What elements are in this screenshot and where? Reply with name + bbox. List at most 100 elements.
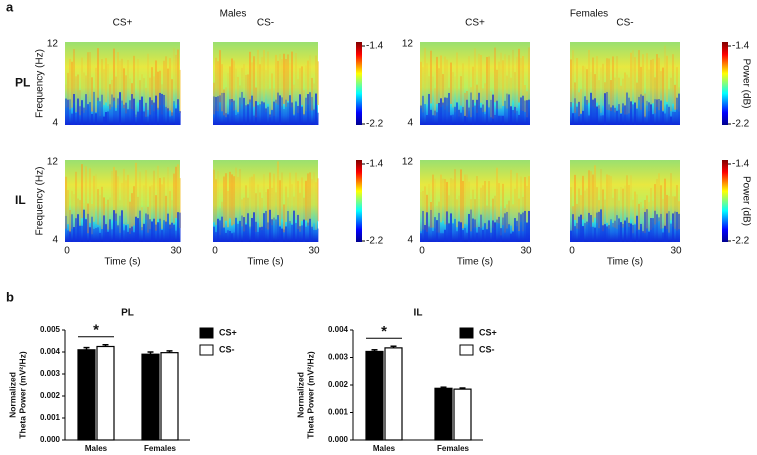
spectrogram-texture [109, 104, 111, 125]
spectrogram-texture [291, 51, 293, 108]
spectrogram-texture [474, 48, 476, 103]
spectrogram-texture [71, 190, 73, 229]
spectrogram-texture [506, 93, 508, 125]
spectrogram-texture [602, 115, 604, 125]
spectrogram-texture [584, 223, 586, 242]
spectrogram-texture [125, 180, 127, 225]
spectrogram-texture [516, 172, 518, 227]
spectrogram-texture [81, 57, 83, 111]
colorbar-tick-label: -1.4 [732, 159, 750, 170]
x-axis-label: Time (s) [607, 257, 643, 268]
spectrogram-texture [139, 210, 141, 242]
spectrogram-texture [674, 111, 676, 125]
spectrogram-texture [177, 164, 179, 220]
x-tick-label: Females [437, 444, 470, 453]
spectrogram-texture [660, 213, 662, 242]
spectrogram-texture [223, 92, 225, 125]
spectrogram-texture [97, 227, 99, 242]
group-label: Females [570, 9, 608, 20]
spectrogram-texture [424, 47, 426, 105]
spectrogram-texture [135, 216, 137, 242]
spectrogram-texture [616, 188, 618, 229]
spectrogram-texture [516, 110, 518, 125]
spectrogram-texture [584, 190, 586, 229]
y-tick-label: 0.000 [40, 435, 61, 444]
colorbar-label: Power (dB) [740, 58, 751, 108]
spectrogram-texture [263, 174, 265, 221]
spectrogram-texture [101, 94, 103, 125]
chart-title: IL [414, 308, 423, 319]
spectrogram-texture [285, 99, 287, 125]
spectrogram-texture [173, 101, 175, 125]
spectrogram-texture [420, 105, 422, 125]
spectrogram-texture [69, 231, 71, 242]
spectrogram-texture [444, 97, 446, 125]
spectrogram-texture [165, 106, 167, 125]
spectrogram-texture [620, 186, 622, 227]
legend-swatch [199, 327, 214, 339]
spectrogram-texture [438, 201, 440, 233]
spectrogram-texture [578, 216, 580, 242]
spectrogram-texture [255, 101, 257, 125]
spectrogram-texture [642, 95, 644, 125]
spectrogram-texture [490, 91, 492, 118]
spectrogram-texture [225, 113, 227, 125]
spectrogram-texture [430, 50, 432, 104]
spectrogram-texture [638, 203, 640, 230]
spectrogram-texture [462, 181, 464, 229]
spectrogram-texture [277, 92, 279, 125]
spectrogram-texture [65, 215, 67, 242]
spectrogram-texture [504, 208, 506, 233]
spectrogram-texture [253, 174, 255, 222]
spectrogram-texture [293, 84, 295, 115]
spectrogram-texture [604, 224, 606, 242]
spectrogram-texture [269, 88, 271, 118]
spectrogram-texture [486, 229, 488, 242]
spectrogram-texture [648, 102, 650, 125]
spectrogram-texture [622, 78, 624, 107]
spectrogram-texture [660, 71, 662, 107]
spectrogram-texture [153, 218, 155, 242]
spectrogram-texture [666, 104, 668, 125]
spectrogram-texture [137, 196, 139, 230]
spectrogram-texture [307, 222, 309, 242]
spectrogram-texture [175, 54, 177, 106]
spectrogram-texture [624, 220, 626, 242]
spectrogram-texture [600, 169, 602, 222]
spectrogram-texture [153, 170, 155, 223]
spectrogram-texture [468, 181, 470, 224]
spectrogram-texture [652, 200, 654, 228]
spectrogram-texture [474, 219, 476, 242]
spectrogram-texture [496, 219, 498, 242]
condition-label: CS- [257, 18, 274, 29]
bar [141, 353, 160, 441]
spectrogram-texture [121, 100, 123, 125]
spectrogram-texture [273, 173, 275, 221]
spectrogram-texture [570, 230, 572, 242]
spectrogram-texture [514, 72, 516, 114]
spectrogram-texture [618, 77, 620, 110]
spectrogram-texture [173, 47, 175, 103]
spectrogram-texture [237, 76, 239, 112]
spectrogram-texture [518, 212, 520, 242]
spectrogram-texture [305, 180, 307, 221]
panel-label: b [6, 289, 14, 304]
spectrogram-texture [113, 166, 115, 220]
spectrogram-texture [636, 194, 638, 231]
spectrogram-texture [103, 197, 105, 226]
spectrogram-texture [586, 99, 588, 125]
spectrogram-texture [133, 232, 135, 242]
spectrogram-texture [424, 225, 426, 242]
spectrogram-texture [145, 170, 147, 220]
spectrogram-texture [672, 111, 674, 125]
spectrogram-texture [666, 194, 668, 229]
spectrogram-texture [654, 99, 656, 125]
spectrogram-texture [81, 100, 83, 125]
y-tick-label: 0.004 [328, 325, 349, 334]
spectrogram-texture [456, 199, 458, 228]
spectrogram-texture [516, 56, 518, 108]
spectrogram-texture [147, 214, 149, 242]
spectrogram-texture [151, 221, 153, 242]
spectrogram-texture [482, 104, 484, 125]
spectrogram-texture [179, 69, 181, 113]
